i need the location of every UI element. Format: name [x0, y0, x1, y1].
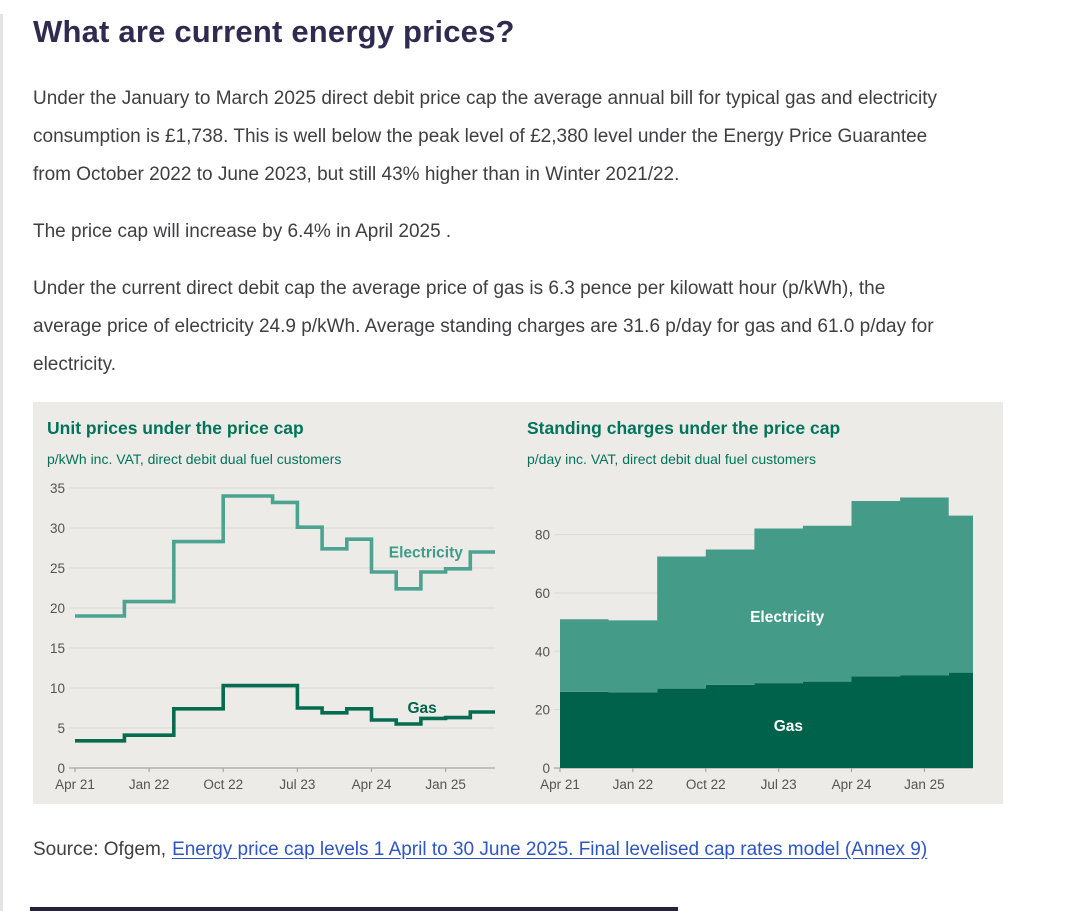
- svg-text:10: 10: [50, 681, 65, 696]
- svg-text:Apr 21: Apr 21: [540, 777, 580, 792]
- svg-text:Electricity: Electricity: [389, 545, 463, 562]
- paragraph-price-cap-increase: The price cap will increase by 6.4% in A…: [33, 221, 452, 242]
- page-title: What are current energy prices?: [33, 14, 515, 49]
- svg-text:60: 60: [535, 586, 550, 601]
- charts-panel: Unit prices under the price cap p/kWh in…: [33, 402, 1003, 804]
- page-left-edge: [0, 14, 3, 911]
- chart-subtitle: p/kWh inc. VAT, direct debit dual fuel c…: [47, 451, 342, 467]
- article-content: What are current energy prices? Under th…: [0, 14, 1080, 868]
- svg-text:Oct 22: Oct 22: [686, 777, 726, 792]
- svg-text:0: 0: [57, 761, 65, 776]
- source-prefix: Source: Ofgem,: [33, 839, 167, 860]
- svg-text:Jan 25: Jan 25: [904, 777, 945, 792]
- paragraph-price-cap-summary: Under the January to March 2025 direct d…: [33, 88, 938, 185]
- chart-title: Unit prices under the price cap: [47, 418, 304, 438]
- svg-text:Oct 22: Oct 22: [203, 777, 243, 792]
- svg-text:Jul 23: Jul 23: [279, 777, 315, 792]
- svg-text:30: 30: [50, 521, 65, 536]
- paragraph-unit-prices: Under the current direct debit cap the a…: [33, 278, 934, 375]
- svg-text:Jul 23: Jul 23: [761, 777, 797, 792]
- svg-text:Electricity: Electricity: [750, 609, 824, 626]
- source-link[interactable]: Energy price cap levels 1 April to 30 Ju…: [172, 839, 928, 860]
- svg-text:35: 35: [50, 481, 65, 496]
- standing-charges-chart: 0 20 40 60 80 Apr 21 Jan 22 Oct 22 Jul 23 Apr 24 J…: [535, 497, 973, 792]
- chart-title: Standing charges under the price cap: [527, 418, 841, 438]
- svg-text:15: 15: [50, 641, 65, 656]
- svg-text:Gas: Gas: [774, 718, 803, 735]
- svg-text:25: 25: [50, 561, 65, 576]
- unit-prices-chart: 0 5 10 15 20 25 30 35 Apr 21 Jan 22 Oct 22 Jul 23 Ap…: [50, 481, 495, 792]
- svg-text:Jan 25: Jan 25: [425, 777, 466, 792]
- chart-subtitle: p/day inc. VAT, direct debit dual fuel c…: [527, 451, 816, 467]
- svg-text:Apr 24: Apr 24: [832, 777, 872, 792]
- svg-text:20: 20: [50, 601, 65, 616]
- svg-text:Jan 22: Jan 22: [129, 777, 170, 792]
- svg-text:Apr 21: Apr 21: [55, 777, 95, 792]
- standing-charges-chart-block: Standing charges under the price cap p/d…: [527, 418, 1003, 799]
- svg-text:5: 5: [57, 721, 65, 736]
- svg-text:Apr 24: Apr 24: [352, 777, 392, 792]
- svg-text:Gas: Gas: [407, 700, 436, 717]
- source-line: Source: Ofgem, Energy price cap levels 1 …: [33, 831, 968, 868]
- svg-text:80: 80: [535, 528, 550, 543]
- svg-text:40: 40: [535, 644, 550, 659]
- next-section-divider: [30, 907, 678, 911]
- svg-text:0: 0: [542, 761, 550, 776]
- svg-text:Jan 22: Jan 22: [613, 777, 654, 792]
- svg-text:20: 20: [535, 703, 550, 718]
- unit-prices-chart-block: Unit prices under the price cap p/kWh in…: [47, 418, 523, 799]
